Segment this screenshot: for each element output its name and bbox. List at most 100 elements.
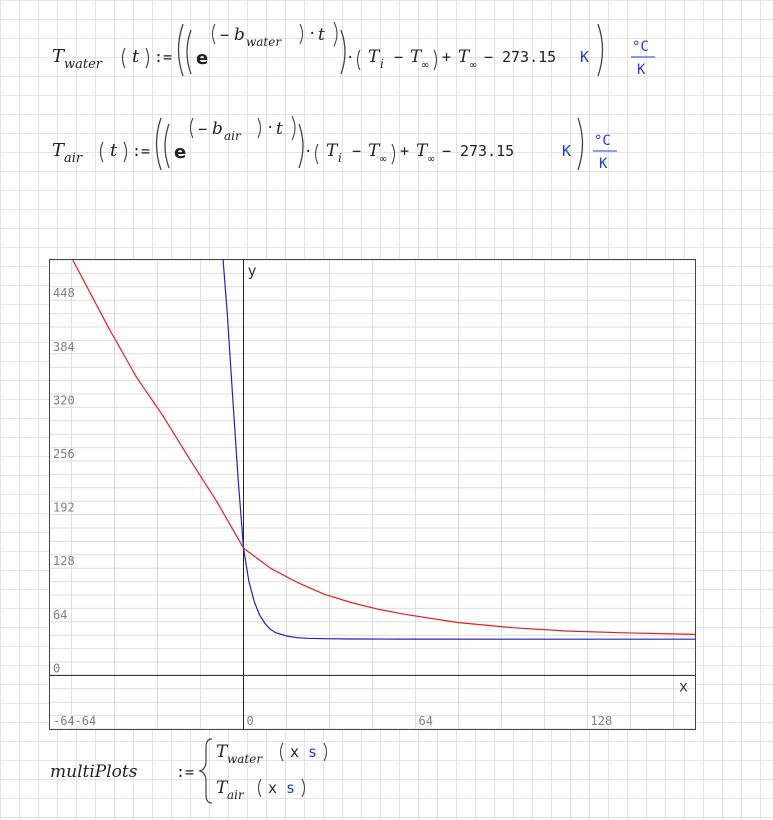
exp-b-subscript: water	[246, 35, 282, 49]
equation-air[interactable]: T air t := e − b air · t · T i − T ∞ + T…	[50, 112, 670, 172]
y-tick-labels: -64 0 64 128 192 256 320 384 448	[53, 286, 75, 728]
t-inf: T	[368, 141, 381, 161]
exp-b: b	[212, 119, 223, 139]
assign-operator: :=	[154, 48, 172, 66]
row2-unit: s	[286, 779, 295, 797]
exp-paren-close	[257, 117, 262, 139]
y-axis-label: y	[248, 262, 257, 280]
row2-x: x	[268, 779, 277, 797]
unit-denominator: K	[599, 156, 608, 172]
exp-paren-open	[189, 117, 194, 139]
func-subscript: water	[64, 57, 103, 72]
plus-op: +	[442, 48, 451, 66]
t-inf: T	[410, 47, 423, 67]
x-tick-label: 128	[591, 714, 613, 728]
t-inf-2-subscript: ∞	[469, 60, 477, 71]
row2-func: T	[216, 778, 229, 798]
bracket-outer-close	[597, 23, 604, 77]
exp-dot: ·	[266, 120, 274, 136]
paren-open	[99, 141, 104, 163]
grid-vertical	[71, 260, 674, 729]
x-tick-label: 0	[247, 714, 254, 728]
paren-close	[145, 47, 150, 69]
row2-paren-open	[257, 778, 262, 798]
y-tick-label: 256	[53, 447, 75, 461]
equation-water-svg: T water t := e − b water · t · T i − T ∞…	[52, 21, 655, 78]
multiplots-definition[interactable]: multiPlots := T water x s T air x s	[50, 733, 350, 813]
bracket-inner-close	[298, 123, 304, 169]
exp-neg: −	[198, 120, 207, 138]
t-inf-2: T	[416, 141, 429, 161]
func-subscript: air	[64, 151, 83, 166]
t-inf-2-subscript: ∞	[427, 154, 435, 165]
func-name: T	[52, 140, 66, 161]
t-inf-2: T	[458, 47, 471, 67]
multiplots-name: multiPlots	[50, 762, 138, 782]
y-tick-label: 64	[53, 608, 67, 622]
y-tick-label: 384	[53, 340, 75, 354]
bracket-inner-open	[186, 29, 192, 75]
minus-op: −	[352, 142, 361, 160]
t-inf-subscript: ∞	[379, 154, 387, 165]
exp-paren-open	[211, 23, 216, 45]
equation-air-svg: T air t := e − b air · t · T i − T ∞ + T…	[52, 115, 617, 172]
row1-unit: s	[308, 743, 317, 761]
exp-neg: −	[220, 26, 229, 44]
y-tick-label: 320	[53, 393, 75, 407]
t-inf-subscript: ∞	[421, 60, 429, 71]
minus-op: −	[394, 48, 403, 66]
row1-subscript: water	[227, 752, 263, 766]
multiplots-svg: multiPlots := T water x s T air x s	[50, 738, 328, 804]
bracket-inner-open	[164, 123, 170, 169]
piecewise-brace	[198, 738, 213, 804]
exp-base: e	[174, 142, 186, 163]
func-arg: t	[132, 46, 140, 67]
t-initial-subscript: i	[380, 57, 384, 71]
bracket-inner-close	[340, 29, 346, 75]
mul-dot: ·	[346, 50, 354, 66]
row2-subscript: air	[227, 788, 245, 802]
func-arg: t	[110, 140, 118, 161]
kelvin-unit: K	[562, 142, 571, 160]
y-tick-label: 192	[53, 501, 75, 515]
exp-b: b	[234, 25, 245, 45]
exp-paren-close	[299, 23, 304, 45]
x-axis-label: x	[679, 677, 688, 695]
y-tick-label: 0	[53, 661, 60, 675]
unit-denominator: K	[637, 62, 646, 78]
y-tick-label: 448	[53, 286, 75, 300]
x-tick-label: -64	[75, 714, 97, 728]
exp-paren-close-2	[333, 21, 338, 47]
y-tick-label: -64	[53, 714, 75, 728]
minus-op-2: −	[442, 142, 451, 160]
bracket-outer-close	[577, 117, 584, 171]
exp-t: t	[318, 25, 325, 45]
t-initial: T	[326, 141, 339, 161]
exp-dot: ·	[308, 26, 316, 42]
x-tick-label: 64	[419, 714, 433, 728]
diff-paren-close	[433, 49, 438, 71]
kelvin-constant: 273.15	[502, 48, 556, 66]
bracket-outer-open	[155, 117, 162, 171]
series-line-1	[222, 260, 695, 640]
exp-b-subscript: air	[224, 129, 242, 143]
equation-water[interactable]: T water t := e − b water · t · T i − T ∞…	[50, 18, 670, 78]
paren-open	[121, 47, 126, 69]
row1-paren-open	[279, 742, 284, 762]
unit-numerator: °C	[632, 39, 649, 55]
diff-paren-open	[314, 143, 319, 165]
minus-op-2: −	[484, 48, 493, 66]
mul-dot: ·	[304, 144, 312, 160]
row1-x: x	[290, 743, 299, 761]
row2-paren-close	[301, 778, 306, 798]
exp-t: t	[276, 119, 283, 139]
kelvin-unit: K	[580, 48, 589, 66]
series-layer	[72, 260, 695, 640]
kelvin-constant: 273.15	[460, 142, 514, 160]
unit-numerator: °C	[594, 133, 611, 149]
bracket-outer-open	[177, 23, 184, 77]
paren-close	[123, 141, 128, 163]
